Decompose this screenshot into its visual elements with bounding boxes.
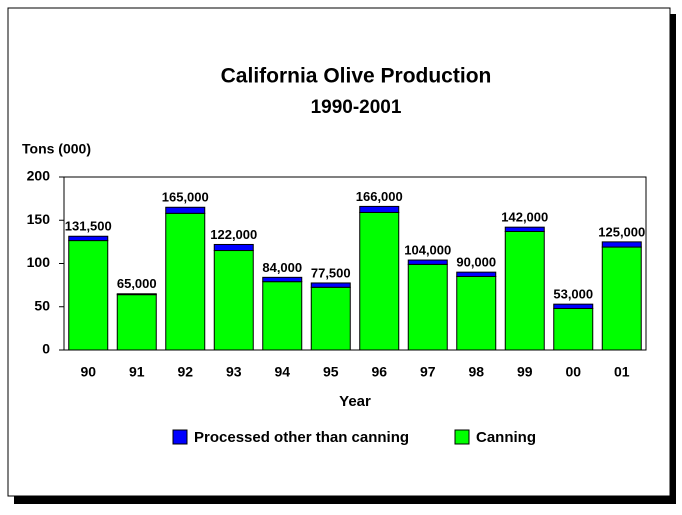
bar-segment	[601, 241, 642, 248]
chart-subtitle: 1990-2001	[311, 97, 402, 118]
y-tick-label: 50	[34, 297, 50, 313]
bar-segment	[116, 293, 157, 296]
total-label: 131,500	[65, 219, 112, 234]
bar-segment	[407, 259, 448, 265]
bar-segment	[68, 235, 109, 242]
legend-swatch	[172, 429, 188, 445]
y-tick-label: 150	[27, 211, 51, 227]
bar-segment	[213, 250, 254, 351]
total-label: 65,000	[117, 276, 157, 291]
bar-segment	[407, 263, 448, 351]
bar-segment	[310, 282, 351, 288]
y-tick-label: 100	[27, 254, 51, 270]
legend-label: Processed other than canning	[194, 429, 409, 446]
x-tick-label: 98	[468, 364, 484, 380]
bar-segment	[262, 276, 303, 283]
bar-segment	[359, 211, 400, 351]
bar-segment	[504, 226, 545, 232]
x-tick-label: 99	[517, 364, 533, 380]
total-label: 166,000	[356, 189, 403, 204]
plot-area	[63, 176, 647, 351]
legend-swatch	[454, 429, 470, 445]
total-label: 104,000	[404, 242, 451, 257]
total-label: 90,000	[456, 255, 496, 270]
x-tick-label: 96	[371, 364, 387, 380]
x-tick-label: 94	[274, 364, 290, 380]
bar-segment	[504, 230, 545, 351]
bar-segment	[456, 271, 497, 277]
total-label: 122,000	[210, 227, 257, 242]
bar-segment	[165, 206, 206, 214]
bar-segment	[213, 243, 254, 252]
y-tick-label: 200	[27, 168, 51, 184]
bar-segment	[116, 294, 157, 351]
x-tick-label: 95	[323, 364, 339, 380]
total-label: 77,500	[311, 265, 351, 280]
total-label: 142,000	[501, 210, 548, 225]
bar-segment	[456, 275, 497, 351]
y-tick-label: 0	[42, 341, 50, 357]
bar-segment	[310, 286, 351, 351]
x-tick-label: 90	[80, 364, 96, 380]
x-tick-label: 93	[226, 364, 242, 380]
legend-label: Canning	[476, 429, 536, 446]
total-label: 165,000	[162, 190, 209, 205]
bar-segment	[262, 281, 303, 351]
bar-segment	[553, 303, 594, 309]
bar-segment	[165, 212, 206, 351]
total-label: 125,000	[598, 224, 645, 239]
x-tick-label: 00	[565, 364, 581, 380]
x-tick-label: 01	[614, 364, 630, 380]
x-tick-label: 92	[177, 364, 193, 380]
bar-segment	[359, 205, 400, 213]
y-axis-label: Tons (000)	[22, 141, 91, 157]
bar-segment	[601, 246, 642, 351]
bar-segment	[68, 240, 109, 351]
x-tick-label: 97	[420, 364, 436, 380]
total-label: 84,000	[262, 260, 302, 275]
chart-title: California Olive Production	[221, 65, 492, 88]
x-axis-label: Year	[339, 393, 371, 410]
bar-segment	[553, 307, 594, 351]
x-tick-label: 91	[129, 364, 145, 380]
total-label: 53,000	[553, 287, 593, 302]
